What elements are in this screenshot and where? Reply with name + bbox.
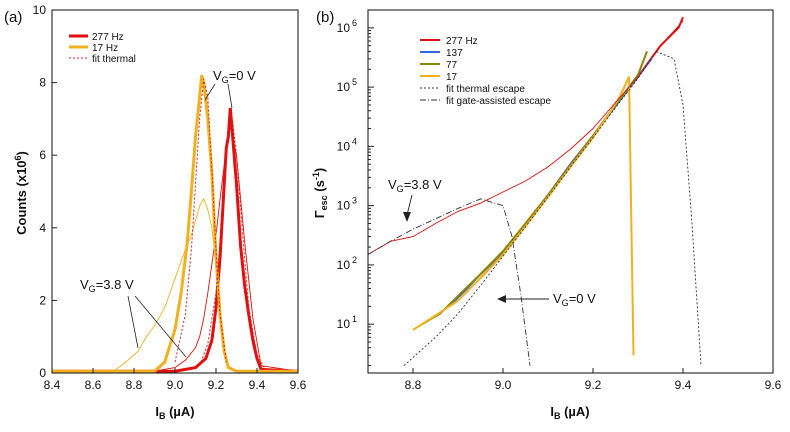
legend-277hz: 277 Hz <box>92 32 124 43</box>
annot-b-vg38: VG=3.8 V <box>388 177 442 194</box>
panel-a-xlabel: IB (µA) <box>155 404 194 421</box>
panel-a-ytick-label: 8 <box>39 76 46 90</box>
legend-b-137: 137 <box>446 48 463 59</box>
legend-fit-thermal: fit thermal <box>92 54 136 65</box>
panel-b-xtick-label: 9.0 <box>495 378 512 392</box>
panel-b-xtick-label: 9.4 <box>675 378 692 392</box>
panel-a-ytick-label: 0 <box>39 366 46 380</box>
arrowhead-b-vg38 <box>403 212 411 222</box>
panel-b-ytick-exponent: 4 <box>352 136 357 146</box>
panel-b-ytick-label: 10 <box>337 199 351 213</box>
arrow-b-vg38 <box>406 194 413 216</box>
panel-b-ytick-exponent: 1 <box>352 314 357 324</box>
panel-a-series-277-hz-v-g-3-8-v <box>52 126 299 372</box>
panel-a-yticks: 0 2 4 6 8 10 <box>33 3 57 380</box>
panel-b-ytick-label: 10 <box>337 139 351 153</box>
panel-b-series-fit-gate-assisted-escape <box>367 198 531 366</box>
panel-b-xtick-label: 8.8 <box>405 378 422 392</box>
annot-vg38: VG=3.8 V <box>80 277 134 294</box>
panel-a-frame <box>51 9 299 374</box>
panel-b-ylabel: Γesc (s-1) <box>311 168 329 218</box>
panel-b-series <box>367 17 702 366</box>
panel-a-xtick-label: 8.8 <box>126 378 143 392</box>
panel-b-xtick-label: 9.2 <box>585 378 602 392</box>
panel-a-ytick-label: 4 <box>39 221 46 235</box>
legend-b-277hz: 277 Hz <box>446 36 478 47</box>
panel-a-series-17-hz <box>52 74 298 373</box>
panel-a-xtick-label: 9.6 <box>290 378 307 392</box>
panel-a-series-fit-thermal <box>174 78 227 363</box>
panel-a-series-277-hz <box>52 107 299 373</box>
panel-a-xtick-label: 9.0 <box>167 378 184 392</box>
annot-vg0: VG=0 V <box>213 68 256 85</box>
arrow-vg0-17 <box>204 83 216 101</box>
legend-b-77: 77 <box>446 60 458 71</box>
panel-b-legend: 277 Hz 137 77 17 fit thermal escape fit … <box>420 36 551 107</box>
panel-a-ytick-label: 10 <box>33 3 47 17</box>
panel-b-ytick-exponent: 6 <box>352 18 357 28</box>
panel-b-series-17 <box>412 76 635 356</box>
panel-a-ylabel: Counts (x106) <box>13 151 29 235</box>
panel-b-label: (b) <box>316 9 334 26</box>
panel-a-series <box>52 74 299 373</box>
panel-a-label: (a) <box>4 9 22 26</box>
legend-b-gate: fit gate-assisted escape <box>446 96 551 107</box>
panel-b-ytick-label: 10 <box>337 317 351 331</box>
panel-b-xlabel: IB (µA) <box>550 404 589 421</box>
panel-b-series-277-hz-v-g-3-8-v <box>367 20 684 255</box>
legend-b-17: 17 <box>446 72 458 83</box>
panel-a-xtick-label: 9.2 <box>208 378 225 392</box>
legend-17hz: 17 Hz <box>92 43 118 54</box>
panel-b-ytick-label: 10 <box>337 80 351 94</box>
panel-a-series-fit-thermal-277 <box>199 118 266 370</box>
panel-a-xtick-label: 8.4 <box>44 378 61 392</box>
arrowhead-b-vg0 <box>497 295 506 303</box>
annot-b-vg0: VG=0 V <box>553 291 596 308</box>
arrow-vg0-277 <box>227 83 233 109</box>
panel-b-ytick-exponent: 3 <box>352 196 357 206</box>
panel-b-series-fit-thermal-escape <box>403 50 702 366</box>
legend-b-thermal: fit thermal escape <box>446 84 525 95</box>
panel-b-ytick-exponent: 5 <box>352 77 357 87</box>
panel-a-xticks: 8.4 8.6 8.8 9.0 9.2 9.4 9.6 <box>44 368 307 392</box>
panel-b-series-77 <box>421 51 648 326</box>
panel-b-frame <box>367 9 774 374</box>
arrow-vg38-17 <box>127 295 139 349</box>
panel-b-xtick-label: 9.6 <box>765 378 782 392</box>
panel-a-legend: 277 Hz 17 Hz fit thermal <box>69 32 136 65</box>
panel-a-ytick-label: 2 <box>39 293 46 307</box>
panel-b-xticks: 8.8 9.0 9.2 9.4 9.6 <box>405 368 782 392</box>
panel-a-ytick-label: 6 <box>39 148 46 162</box>
arrow-vg38-277 <box>134 295 187 358</box>
panel-b-ytick-exponent: 2 <box>352 255 357 265</box>
panel-b-ytick-label: 10 <box>337 258 351 272</box>
panel-a-xtick-label: 9.4 <box>249 378 266 392</box>
panel-b-ytick-label: 10 <box>337 21 351 35</box>
panel-a: (a) 8.4 8.6 8.8 9.0 9.2 9.4 9.6 0 2 4 6 8 10 IB (µA… <box>4 3 307 421</box>
panel-a-xtick-label: 8.6 <box>85 378 102 392</box>
panel-a-series-17-hz-v-g-3-8-v <box>52 197 298 372</box>
